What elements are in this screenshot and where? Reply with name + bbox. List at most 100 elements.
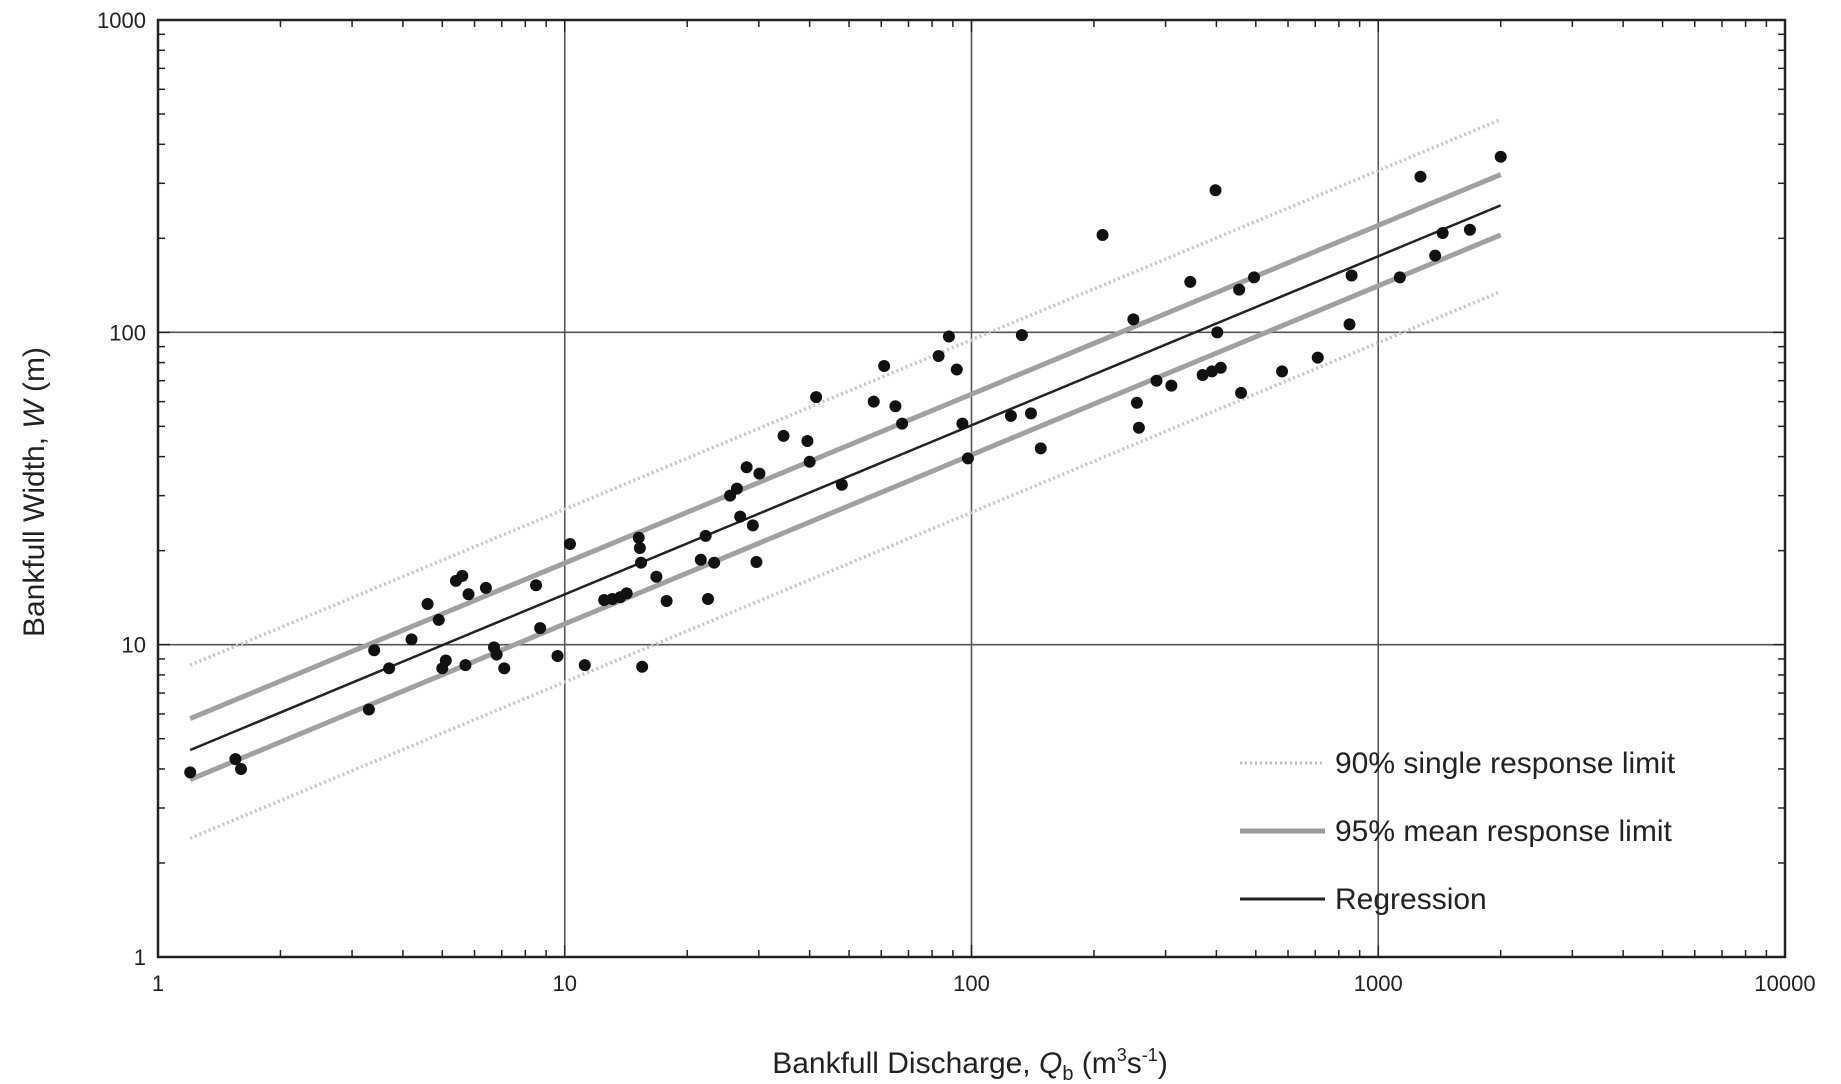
line-mean-upper	[189, 172, 1502, 721]
x-axis-label-prefix: Bankfull Discharge,	[772, 1047, 1039, 1080]
data-point	[1494, 150, 1507, 163]
fit-lines	[189, 117, 1502, 840]
data-point	[1034, 442, 1047, 455]
data-point	[1127, 313, 1140, 326]
data-point	[383, 662, 396, 675]
y-tick-label-10: 10	[122, 633, 146, 658]
y-axis-label-unit: (m)	[18, 347, 51, 400]
x-axis-label-sup-3: 3	[1117, 1045, 1127, 1065]
data-point	[534, 622, 547, 635]
x-tick-label-1000: 1000	[1354, 971, 1403, 996]
x-tick-label-10: 10	[553, 971, 577, 996]
y-axis-label-symbol: W	[18, 398, 51, 429]
data-point	[1096, 228, 1109, 241]
y-axis-label-prefix: Bankfull Width,	[18, 429, 51, 637]
data-point	[1004, 409, 1017, 422]
data-point	[1214, 361, 1227, 374]
data-point	[734, 510, 747, 523]
y-tick-label-1000: 1000	[97, 8, 146, 33]
data-point	[530, 579, 543, 592]
data-point	[702, 593, 715, 606]
data-point	[1015, 329, 1028, 342]
data-point	[1150, 374, 1163, 387]
data-points	[184, 150, 1507, 779]
data-point	[650, 570, 663, 583]
data-point	[1343, 318, 1356, 331]
data-point	[184, 766, 197, 779]
data-point	[896, 417, 909, 430]
data-point	[632, 531, 645, 544]
data-point	[1211, 326, 1224, 339]
data-point	[660, 594, 673, 607]
data-point	[459, 659, 472, 672]
y-tick-label-1: 1	[134, 945, 146, 970]
plot-frame	[156, 18, 1787, 959]
data-point	[563, 538, 576, 551]
data-point	[1463, 223, 1476, 236]
data-point	[1132, 421, 1145, 434]
data-point	[1196, 369, 1209, 382]
x-axis-label: Bankfull Discharge, Qb (m3s-1)	[772, 1045, 1168, 1084]
data-point	[439, 654, 452, 667]
data-point	[835, 478, 848, 491]
x-tick-label-100: 100	[953, 971, 990, 996]
data-point	[1276, 365, 1289, 378]
data-point	[878, 360, 891, 373]
data-point	[1184, 275, 1197, 288]
data-point	[1345, 269, 1358, 282]
data-point	[633, 541, 646, 554]
y-axis-label: Bankfull Width, W (m)	[18, 347, 51, 637]
data-point	[1130, 396, 1143, 409]
x-axis-label-sup-minus-1: -1	[1142, 1045, 1158, 1065]
x-axis-label-symbol: Q	[1039, 1047, 1062, 1080]
data-point	[942, 330, 955, 343]
data-point	[746, 519, 759, 532]
data-point	[362, 703, 375, 716]
data-point	[1436, 226, 1449, 239]
data-point	[490, 648, 503, 661]
data-point	[235, 762, 248, 775]
legend-label-mean-response: 95% mean response limit	[1335, 815, 1672, 848]
x-tick-labels: 1 10 100 1000 10000	[152, 971, 1816, 996]
x-axis-label-unit-open: (m	[1073, 1047, 1116, 1080]
data-point	[636, 660, 649, 673]
data-point	[699, 529, 712, 542]
data-point	[1248, 271, 1261, 284]
data-point	[1311, 351, 1324, 364]
x-tick-label-1: 1	[152, 971, 164, 996]
data-point	[620, 587, 633, 600]
data-point	[635, 556, 648, 569]
data-point	[708, 556, 721, 569]
y-tick-labels: 1 10 100 1000	[97, 8, 146, 970]
line-single-upper	[189, 117, 1502, 667]
data-point	[750, 555, 763, 568]
data-point	[753, 467, 766, 480]
data-point	[229, 753, 242, 766]
data-point	[421, 597, 434, 610]
data-point	[694, 553, 707, 566]
data-point	[479, 581, 492, 594]
line-mean-lower	[189, 232, 1502, 782]
data-point	[1209, 184, 1222, 197]
x-axis-label-subscript: b	[1062, 1063, 1073, 1084]
data-point	[405, 633, 418, 646]
data-point	[368, 644, 381, 657]
y-tick-label-100: 100	[109, 320, 146, 345]
data-point	[1233, 283, 1246, 296]
data-point	[462, 588, 475, 601]
data-point	[950, 363, 963, 376]
legend-label-single-response: 90% single response limit	[1335, 747, 1676, 780]
data-point	[730, 482, 743, 495]
data-point	[956, 417, 969, 430]
data-point	[551, 649, 564, 662]
data-point	[578, 659, 591, 672]
data-point	[961, 452, 974, 465]
data-point	[1165, 379, 1178, 392]
data-point	[932, 349, 945, 362]
x-axis-label-unit-close: )	[1158, 1047, 1168, 1080]
data-point	[867, 395, 880, 408]
data-point	[1024, 407, 1037, 420]
data-point	[889, 400, 902, 413]
